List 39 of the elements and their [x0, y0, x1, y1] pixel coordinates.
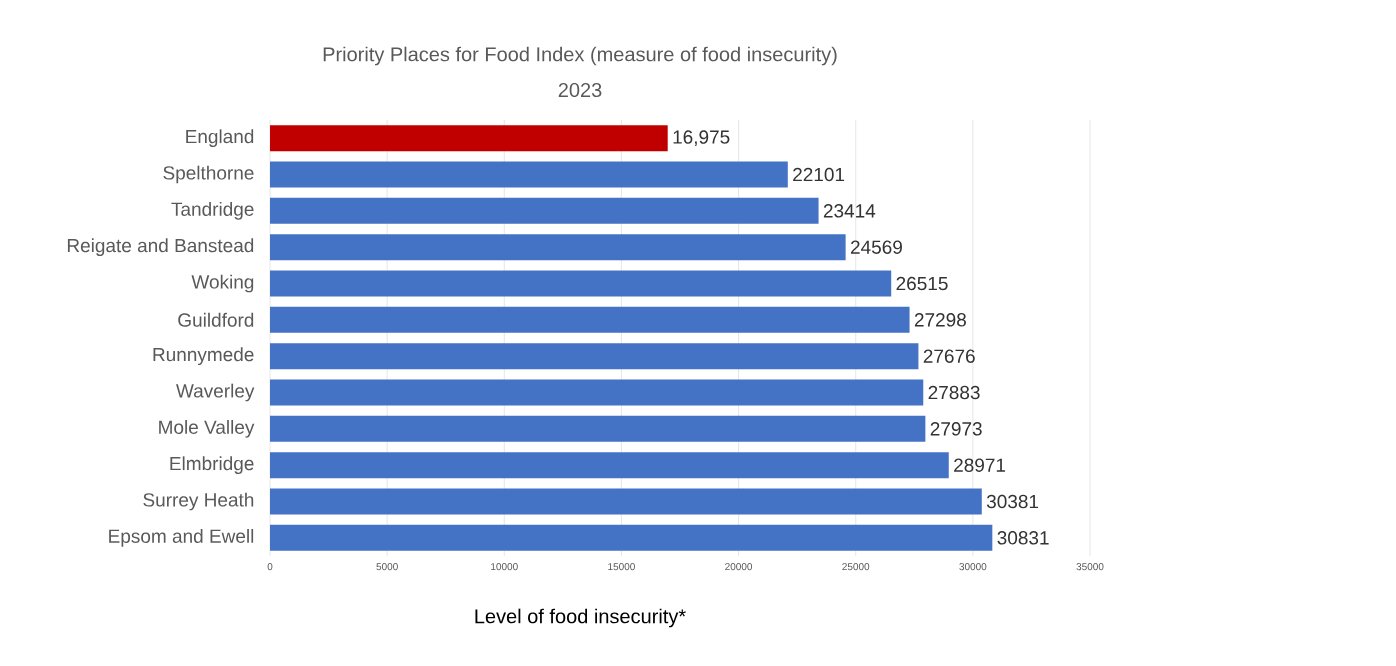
data-label: 26515 [896, 276, 948, 291]
bar [270, 306, 910, 333]
x-axis-title: Level of food insecurity* [475, 608, 686, 628]
y-tick-label: Waverley [176, 383, 255, 402]
y-tick-label: Epsom and Ewell [109, 528, 254, 547]
data-label: 30831 [997, 531, 1049, 545]
bar [270, 488, 982, 515]
data-label: 27676 [923, 349, 975, 363]
data-label: 27298 [914, 313, 966, 327]
bar [270, 197, 819, 224]
y-tick-label: Runnymede [153, 347, 254, 366]
bar [270, 379, 924, 406]
data-label: 27883 [928, 385, 980, 400]
y-tick-label: Tandridge [171, 201, 254, 220]
y-tick-label: Elmbridge [170, 456, 254, 475]
bar [270, 270, 892, 297]
y-tick-label: Woking [191, 274, 254, 293]
y-tick-label: Surrey Heath [143, 492, 254, 511]
bar [270, 161, 788, 188]
data-label: 27973 [930, 422, 982, 436]
bar [270, 524, 993, 551]
bar [270, 452, 949, 479]
chart-title: Priority Places for Food Index (measure of food insecurity) [323, 46, 837, 66]
bar [270, 234, 846, 261]
y-tick-label: England [186, 129, 254, 148]
bar [270, 125, 668, 152]
data-label: 24569 [850, 240, 902, 254]
y-tick-label: Spelthorne [163, 165, 254, 184]
data-label: 22101 [793, 167, 845, 182]
y-tick-label: Guildford [178, 312, 254, 327]
y-tick-label: Mole Valley [159, 419, 255, 438]
data-label: 30381 [986, 494, 1039, 509]
bar [270, 343, 919, 370]
data-label: 16,975 [673, 130, 730, 147]
data-label: 23414 [823, 204, 876, 218]
data-label: 28971 [954, 458, 1006, 472]
chart-subtitle: 2023 [558, 82, 602, 98]
y-tick-label: Reigate and Banstead [67, 238, 254, 257]
bar [270, 415, 926, 442]
